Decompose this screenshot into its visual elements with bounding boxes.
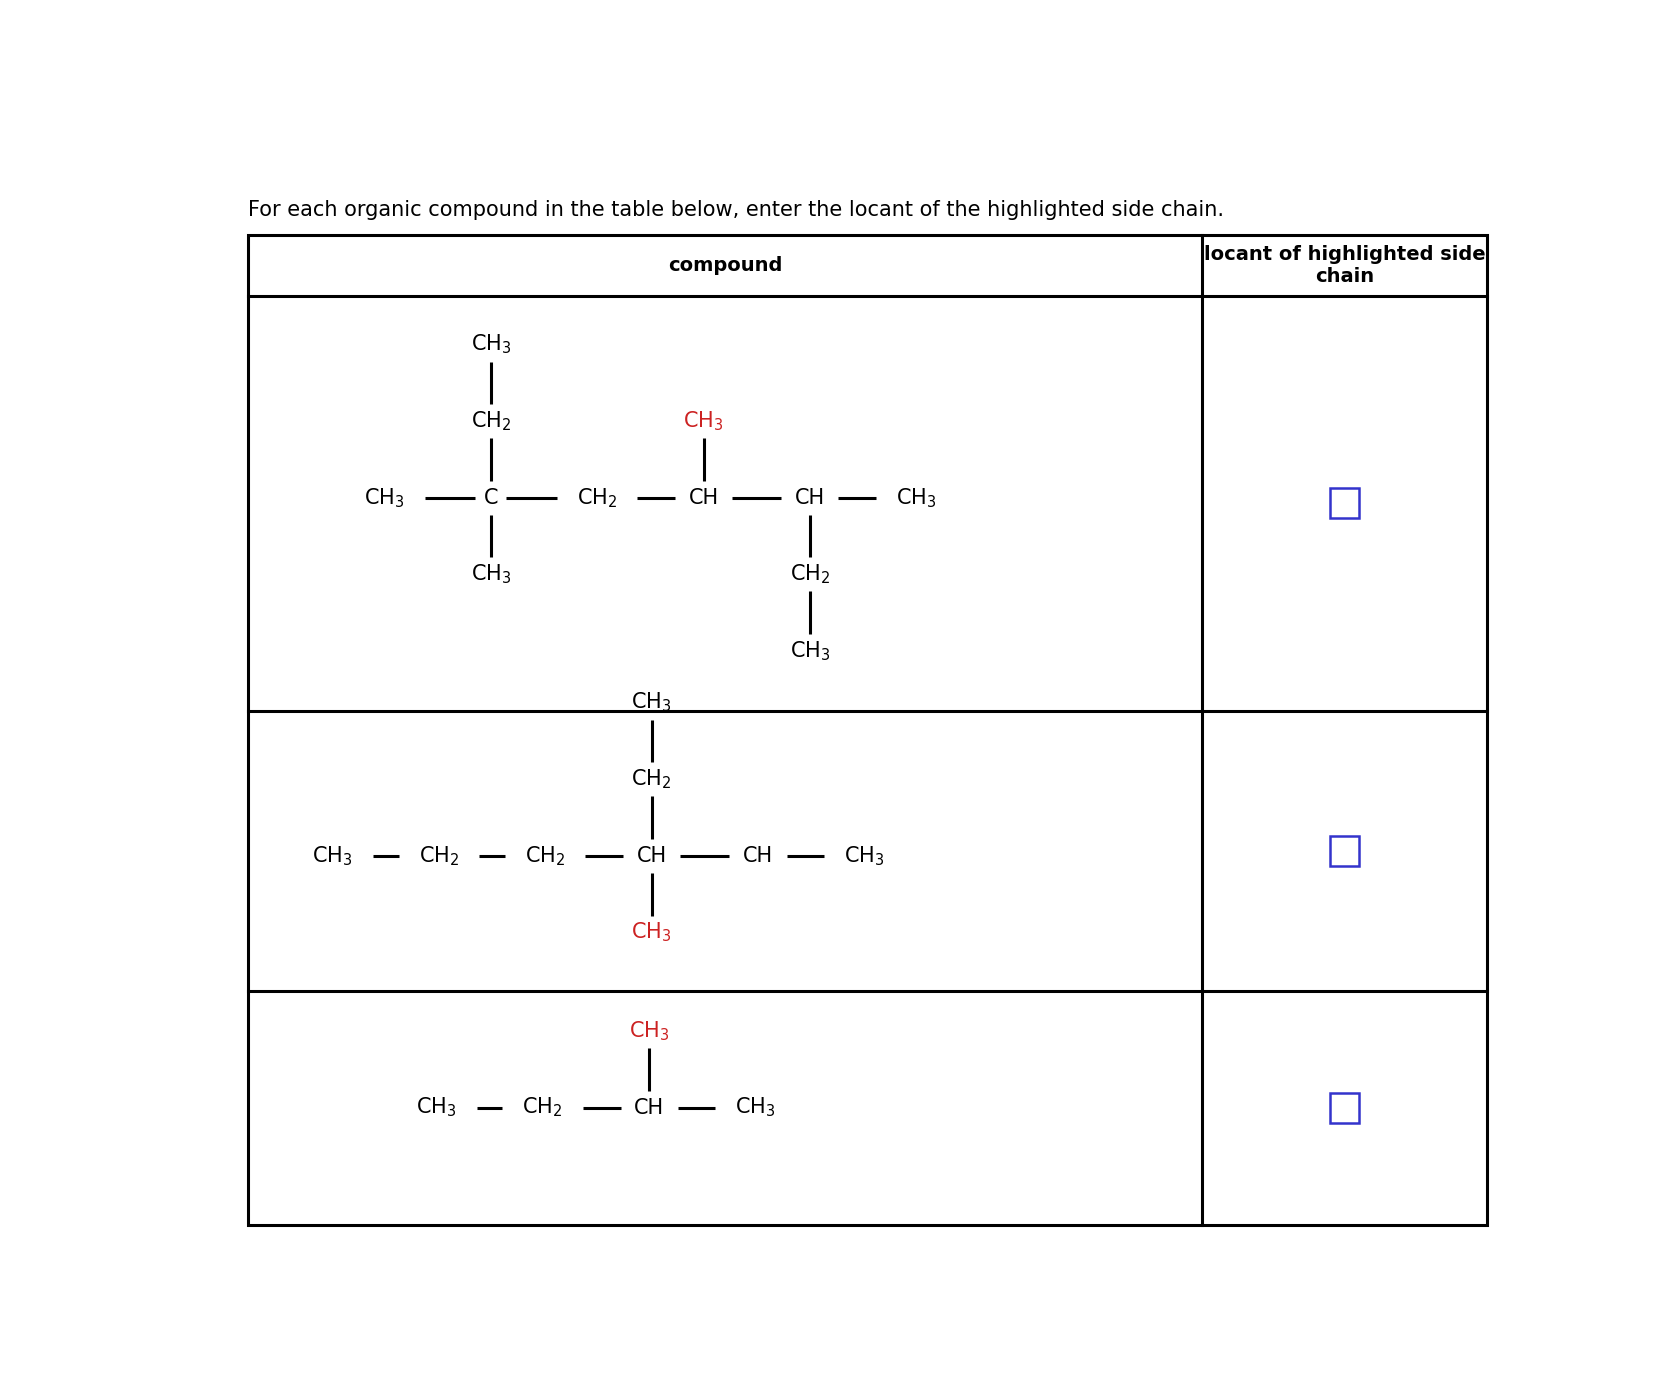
Text: CH$_2$: CH$_2$ <box>790 562 830 586</box>
Text: CH$_3$: CH$_3$ <box>895 486 935 510</box>
Text: CH$_3$: CH$_3$ <box>843 844 883 868</box>
Text: CH$_3$: CH$_3$ <box>313 844 353 868</box>
Text: CH: CH <box>634 1097 664 1118</box>
Text: CH$_3$: CH$_3$ <box>629 1019 669 1043</box>
Text: CH$_3$: CH$_3$ <box>631 691 671 714</box>
Text: CH$_3$: CH$_3$ <box>790 640 830 663</box>
Text: CH$_2$: CH$_2$ <box>525 844 565 868</box>
Text: CH: CH <box>636 846 666 867</box>
Text: CH$_3$: CH$_3$ <box>683 409 723 433</box>
Text: CH$_3$: CH$_3$ <box>417 1096 457 1119</box>
Text: CH$_2$: CH$_2$ <box>522 1096 562 1119</box>
Text: For each organic compound in the table below, enter the locant of the highlighte: For each organic compound in the table b… <box>248 200 1223 220</box>
Text: CH: CH <box>688 488 718 507</box>
Text: CH: CH <box>743 846 773 867</box>
Text: CH$_2$: CH$_2$ <box>577 486 617 510</box>
Text: CH$_2$: CH$_2$ <box>470 409 510 433</box>
Text: CH: CH <box>795 488 825 507</box>
Text: CH$_3$: CH$_3$ <box>470 562 510 586</box>
Text: CH$_2$: CH$_2$ <box>418 844 458 868</box>
Text: C: C <box>483 488 499 507</box>
Text: CH$_3$: CH$_3$ <box>470 333 510 357</box>
Bar <box>1330 836 1358 865</box>
Text: CH$_3$: CH$_3$ <box>734 1096 775 1119</box>
Text: compound: compound <box>668 256 781 275</box>
Text: CH$_3$: CH$_3$ <box>631 920 671 944</box>
Text: locant of highlighted side
chain: locant of highlighted side chain <box>1203 245 1484 286</box>
Bar <box>1330 1093 1358 1122</box>
Text: CH$_2$: CH$_2$ <box>631 767 671 791</box>
Text: CH$_3$: CH$_3$ <box>365 486 405 510</box>
Bar <box>1330 488 1358 518</box>
